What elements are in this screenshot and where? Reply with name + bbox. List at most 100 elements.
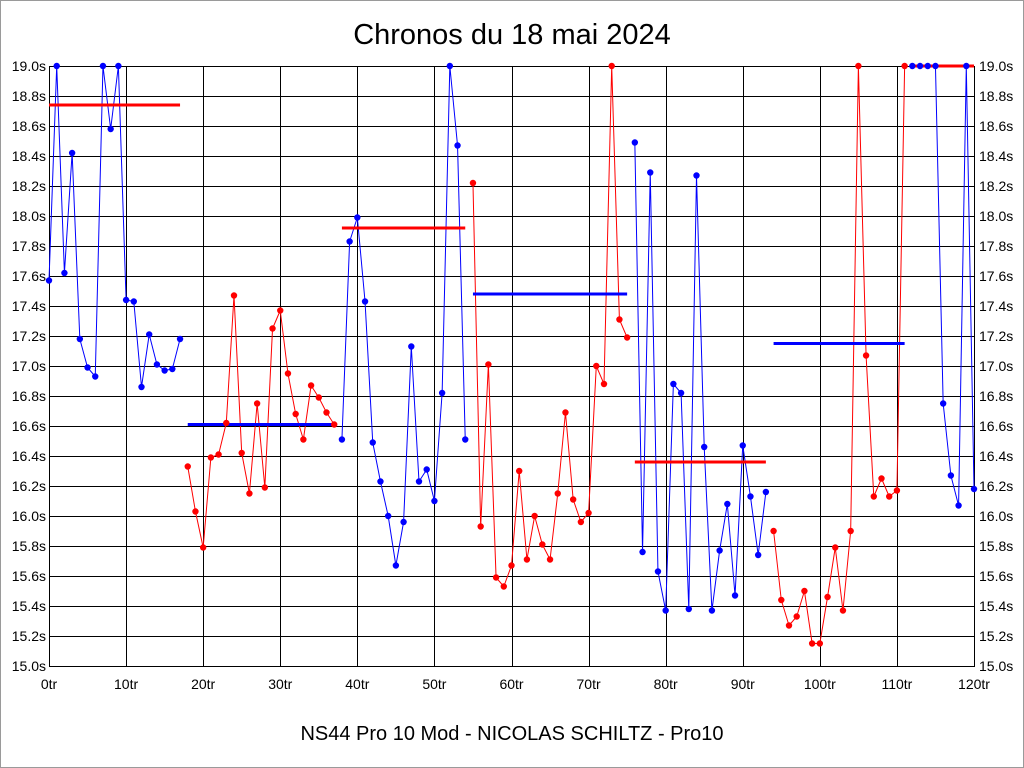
data-point xyxy=(770,527,777,535)
y-tick-label-left: 17.8s xyxy=(12,238,46,254)
data-point xyxy=(824,593,831,601)
data-point xyxy=(947,472,955,479)
data-point xyxy=(508,562,515,569)
y-tick-label-right: 18.6s xyxy=(979,118,1013,134)
data-point xyxy=(762,488,770,496)
x-tick-label: 100tr xyxy=(804,676,836,692)
data-point xyxy=(909,62,916,70)
x-tick-label: 70tr xyxy=(577,676,601,692)
data-point xyxy=(747,493,754,500)
y-tick-label-right: 16.0s xyxy=(979,508,1013,524)
data-point xyxy=(754,551,762,559)
data-point xyxy=(454,142,461,149)
data-point xyxy=(546,556,554,563)
data-point xyxy=(415,478,423,485)
data-point xyxy=(639,548,646,556)
data-point xyxy=(99,62,107,70)
x-tick-label: 10tr xyxy=(114,676,138,692)
data-point xyxy=(585,509,592,517)
data-point xyxy=(361,298,369,305)
data-point xyxy=(539,541,546,548)
y-tick-label-right: 17.6s xyxy=(979,268,1013,284)
y-tick-label-right: 17.2s xyxy=(979,328,1013,344)
data-point xyxy=(785,622,793,629)
y-tick-label-right: 15.4s xyxy=(979,598,1013,614)
y-tick-label-left: 17.6s xyxy=(12,268,46,284)
data-point xyxy=(647,169,654,176)
data-point xyxy=(939,400,947,407)
y-tick-label-right: 15.8s xyxy=(979,538,1013,554)
data-point xyxy=(523,556,531,563)
y-tick-label-left: 18.8s xyxy=(12,88,46,104)
data-point xyxy=(292,410,299,418)
data-point xyxy=(192,508,199,515)
data-point xyxy=(916,62,924,70)
data-point xyxy=(477,523,484,530)
chart-subtitle: NS44 Pro 10 Mod - NICOLAS SCHILTZ - Pro1… xyxy=(300,723,723,745)
y-tick-label-right: 17.8s xyxy=(979,238,1013,254)
data-point xyxy=(716,547,723,554)
data-point xyxy=(616,316,623,323)
data-point xyxy=(569,496,577,503)
x-tick-label: 40tr xyxy=(345,676,369,692)
data-point xyxy=(724,500,731,508)
data-point xyxy=(963,62,970,70)
data-point xyxy=(577,518,585,526)
data-point xyxy=(400,518,407,526)
data-points xyxy=(45,62,978,647)
data-point xyxy=(261,484,269,491)
data-point xyxy=(315,394,322,401)
data-point xyxy=(53,62,60,70)
y-tick-label-right: 17.4s xyxy=(979,298,1013,314)
data-point xyxy=(677,389,685,397)
data-point xyxy=(862,352,870,359)
y-tick-label-right: 18.2s xyxy=(979,178,1013,194)
data-point xyxy=(623,334,631,341)
data-point xyxy=(901,62,908,70)
data-point xyxy=(847,527,854,535)
data-point xyxy=(176,335,184,343)
data-point xyxy=(739,442,746,449)
data-point xyxy=(855,62,862,70)
data-point xyxy=(654,568,662,575)
data-point xyxy=(531,512,538,520)
y-tick-labels-left: 15.0s 15.2s 15.4s 15.6s 15.8s 16.0s 16.2s 16.4s… xyxy=(12,58,46,674)
data-point xyxy=(839,607,847,614)
y-tick-label-left: 17.0s xyxy=(12,358,46,374)
data-point xyxy=(423,466,430,473)
data-point xyxy=(277,307,284,314)
data-point xyxy=(207,454,215,461)
x-tick-label: 0tr xyxy=(41,676,58,692)
chart-title: Chronos du 18 mai 2024 xyxy=(353,19,671,51)
y-tick-label-left: 18.2s xyxy=(12,178,46,194)
x-tick-labels: 0tr 10tr 20tr 30tr 40tr 50tr 60tr 70tr 80tr 90tr 1… xyxy=(41,676,990,692)
data-point xyxy=(778,596,785,604)
data-point xyxy=(593,362,600,370)
data-point xyxy=(45,277,53,284)
data-point xyxy=(331,421,338,428)
data-point xyxy=(886,493,893,500)
data-point xyxy=(808,640,816,647)
data-point xyxy=(122,296,130,304)
y-tick-label-right: 16.8s xyxy=(979,388,1013,404)
data-point xyxy=(369,439,376,446)
data-point xyxy=(693,172,700,179)
data-point xyxy=(832,544,839,551)
x-tick-label: 50tr xyxy=(422,676,446,692)
y-tick-label-right: 18.0s xyxy=(979,208,1013,224)
y-tick-label-right: 18.4s xyxy=(979,148,1013,164)
data-point xyxy=(469,179,477,187)
data-point xyxy=(562,409,569,416)
y-tick-label-left: 16.6s xyxy=(12,418,46,434)
data-point xyxy=(878,475,885,482)
y-tick-label-left: 16.2s xyxy=(12,478,46,494)
data-point xyxy=(253,400,261,407)
y-tick-label-right: 17.0s xyxy=(979,358,1013,374)
data-point xyxy=(246,490,253,497)
y-tick-label-right: 15.0s xyxy=(979,658,1013,674)
y-tick-label-left: 17.2s xyxy=(12,328,46,344)
data-point xyxy=(269,325,276,332)
data-point xyxy=(92,373,99,380)
data-point xyxy=(600,380,608,388)
data-point xyxy=(323,409,330,416)
